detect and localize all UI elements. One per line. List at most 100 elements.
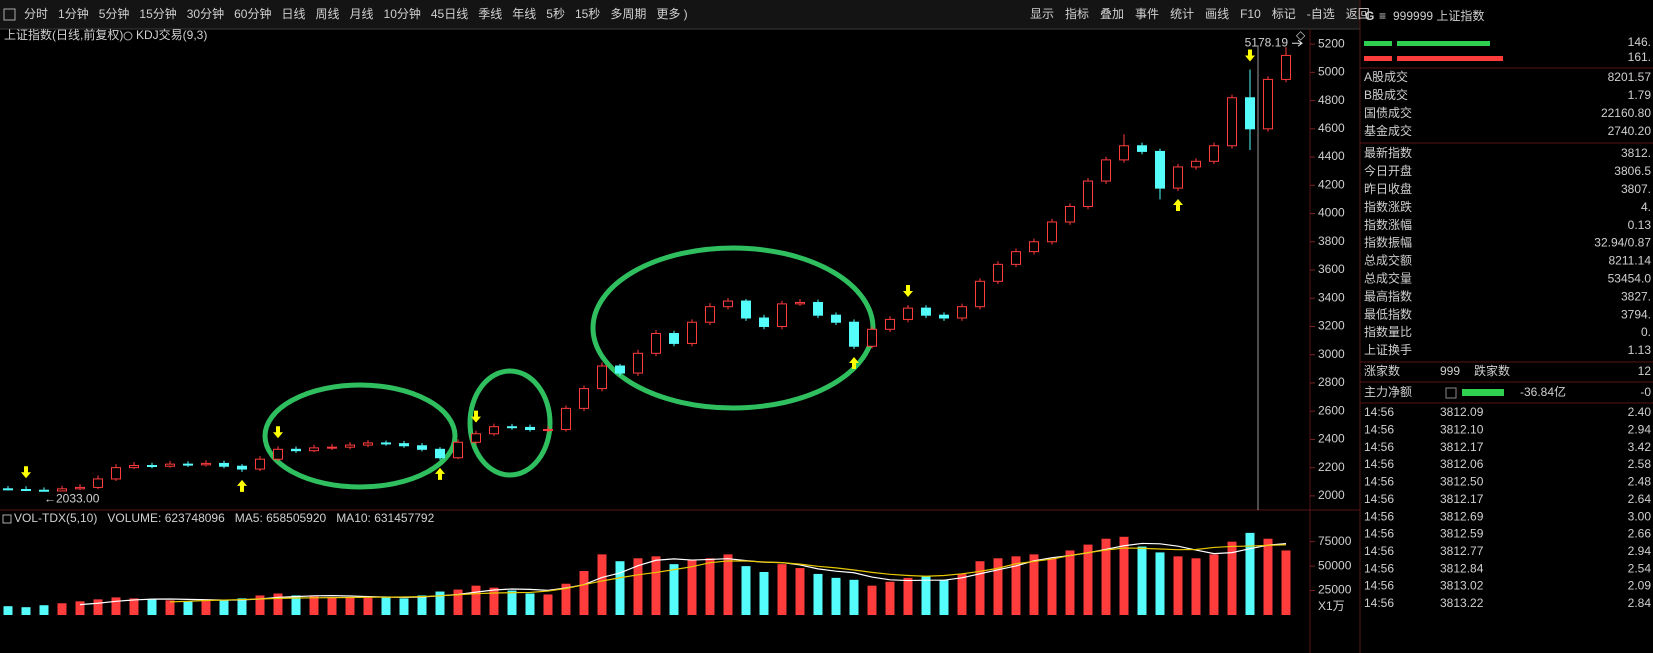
toolbar-button[interactable]: -自选: [1307, 7, 1335, 21]
y-tick-label: 2000: [1318, 488, 1345, 502]
toolbar-item[interactable]: 更多 ): [656, 7, 687, 21]
toolbar-item[interactable]: 5秒: [546, 7, 565, 21]
decline-value: 12: [1638, 364, 1652, 378]
trade-time: 14:56: [1364, 579, 1394, 593]
toolbar-item[interactable]: 45日线: [431, 7, 468, 21]
toolbar-item[interactable]: 10分钟: [384, 6, 421, 21]
volume-bar: [579, 571, 589, 615]
volume-bar: [1083, 544, 1093, 615]
trade-volume: 2.66: [1628, 527, 1652, 541]
stat-label: 国债成交: [1364, 105, 1412, 120]
stat-label: 指数振幅: [1364, 235, 1412, 250]
candle-body: [147, 465, 157, 468]
candle-body: [1209, 145, 1219, 162]
trade-price: 3812.84: [1440, 561, 1484, 575]
panel-menu[interactable]: ≡: [1379, 9, 1386, 23]
candle-body: [1191, 160, 1201, 168]
panel-title: 999999 上证指数: [1393, 8, 1484, 23]
volume-bar: [147, 599, 157, 615]
toolbar-item[interactable]: 5分钟: [99, 6, 130, 21]
volume-bar: [201, 599, 211, 615]
volume-bar: [183, 601, 193, 615]
stat-label: 最低指数: [1364, 306, 1412, 321]
trade-price: 3812.10: [1440, 423, 1484, 437]
toolbar-button[interactable]: 事件: [1135, 7, 1159, 21]
candle-body: [1155, 150, 1165, 189]
toolbar-item[interactable]: 年线: [512, 7, 536, 21]
toolbar-item[interactable]: 60分钟: [234, 6, 271, 21]
volume-bar: [903, 577, 913, 615]
trade-volume: 3.42: [1628, 440, 1652, 454]
volume-bar: [525, 593, 535, 615]
candle-body: [471, 433, 481, 443]
candle-body: [741, 300, 751, 319]
trade-time: 14:56: [1364, 596, 1394, 610]
toolbar-item[interactable]: 季线: [478, 7, 502, 21]
trade-volume: 2.64: [1628, 492, 1652, 506]
toolbar-button[interactable]: 返回: [1346, 7, 1370, 21]
toolbar-button[interactable]: 统计: [1170, 7, 1194, 21]
volume-bar: [255, 595, 265, 615]
toolbar-item[interactable]: 分时: [24, 7, 48, 21]
toolbar-item[interactable]: 15分钟: [139, 6, 176, 21]
stat-label: A股成交: [1364, 69, 1408, 84]
stat-label: 指数涨跌: [1364, 199, 1412, 214]
trade-price: 3812.17: [1440, 492, 1484, 506]
volume-bar: [489, 587, 499, 615]
toolbar-item[interactable]: 15秒: [575, 7, 600, 21]
stat-label: 昨日收盘: [1364, 181, 1412, 196]
ratio-bar: [1364, 41, 1392, 46]
toolbar-item[interactable]: 多周期: [610, 7, 646, 21]
stat-label: 指数涨幅: [1364, 217, 1412, 232]
volume-header: MA5: 658505920: [235, 511, 327, 525]
candle-body: [291, 448, 301, 452]
candle-body: [957, 306, 967, 319]
candle-body: [1245, 97, 1255, 130]
volume-bar: [777, 564, 787, 615]
candle-body: [867, 328, 877, 347]
toolbar-button[interactable]: 叠加: [1100, 7, 1124, 21]
toolbar-button[interactable]: 画线: [1205, 7, 1229, 21]
toolbar-item[interactable]: 月线: [350, 7, 374, 21]
trade-time: 14:56: [1364, 405, 1394, 419]
stat-value: 0.: [1641, 325, 1651, 339]
toolbar-icon[interactable]: [3, 8, 16, 21]
toolbar-button[interactable]: 指标: [1065, 6, 1089, 21]
trade-volume: 2.09: [1628, 579, 1652, 593]
volume-bar: [993, 558, 1003, 615]
candle-body: [345, 444, 355, 448]
toolbar-item[interactable]: 周线: [315, 7, 339, 21]
volume-bar: [1101, 538, 1111, 615]
toggle-icon[interactable]: ◇: [1296, 28, 1306, 42]
volume-bar: [129, 598, 139, 615]
trade-time: 14:56: [1364, 561, 1394, 575]
volume-bar: [705, 558, 715, 615]
toolbar-item[interactable]: 日线: [281, 7, 305, 21]
volume-bar: [921, 575, 931, 615]
candle-body: [885, 318, 895, 330]
volume-bar: [327, 597, 337, 615]
ratio-bar: [1397, 56, 1503, 61]
y-tick-label: 3600: [1318, 262, 1345, 276]
toolbar-item[interactable]: 1分钟: [58, 6, 89, 21]
y-tick-label: 3200: [1318, 319, 1345, 333]
candle-body: [687, 321, 697, 344]
sell-signal: [1245, 49, 1255, 62]
y-tick-label: 2600: [1318, 403, 1345, 417]
toolbar-item[interactable]: 30分钟: [187, 6, 224, 21]
volume-bar: [615, 561, 625, 615]
toolbar: [0, 0, 1360, 29]
volume-bar: [1263, 538, 1273, 615]
toolbar-button[interactable]: 标记: [1272, 7, 1296, 21]
volume-bar: [453, 589, 463, 615]
highlight-ellipse: [467, 368, 553, 478]
trade-price: 3812.17: [1440, 440, 1484, 454]
y-tick-label: 2400: [1318, 432, 1345, 446]
candle-body: [1083, 180, 1093, 207]
toolbar-button[interactable]: F10: [1240, 7, 1261, 21]
candle-body: [597, 365, 607, 390]
volume-bar: [399, 598, 409, 615]
toolbar-button[interactable]: 显示: [1030, 7, 1054, 21]
volume-header: MA10: 631457792: [336, 511, 434, 525]
